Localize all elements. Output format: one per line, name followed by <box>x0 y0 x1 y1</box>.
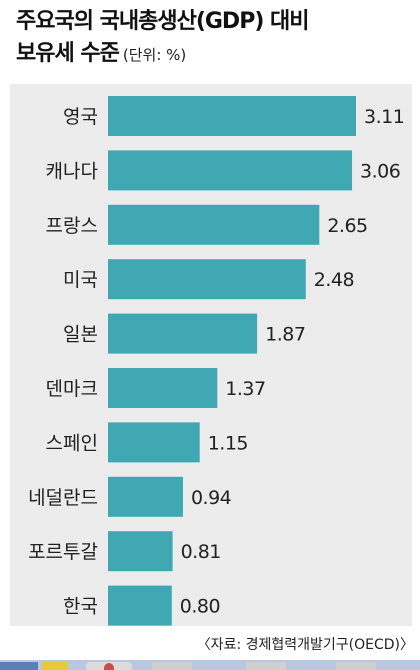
bar-chart: 영국 3.11 캐나다 3.06 프랑스 2.65 미국 2.48 일본 1.87 덴마크 1.37 스… <box>28 96 405 626</box>
bar <box>108 531 173 572</box>
taskbar-tab[interactable] <box>246 662 286 670</box>
bar <box>108 585 172 626</box>
category-label: 한국 <box>63 596 98 618</box>
category-label: 덴마크 <box>46 378 98 400</box>
value-label: 0.81 <box>181 541 221 563</box>
category-label: 포르투갈 <box>28 541 98 563</box>
chart-title-line-2: 보유세 수준 (단위: %) <box>16 38 416 71</box>
value-label: 1.15 <box>208 432 248 454</box>
category-label: 캐나다 <box>46 160 98 182</box>
chart-panel: 영국 3.11 캐나다 3.06 프랑스 2.65 미국 2.48 일본 1.87 덴마크 1.37 스… <box>10 84 412 626</box>
bar <box>108 422 200 463</box>
bar <box>108 368 218 408</box>
category-label: 일본 <box>63 324 98 346</box>
taskbar-strip <box>0 660 420 670</box>
bar <box>108 476 183 517</box>
app-icon[interactable] <box>104 663 114 670</box>
value-label: 0.94 <box>191 487 232 509</box>
taskbar-tab[interactable] <box>336 662 376 670</box>
chart-title-text-1: 주요국의 국내총생산(GDP) 대비 <box>16 9 310 34</box>
chart-source: 〈자료: 경제협력개발기구(OECD)〉 <box>196 637 414 653</box>
value-label: 1.37 <box>225 378 265 400</box>
bar <box>108 313 258 354</box>
value-label: 0.80 <box>180 596 220 618</box>
value-label: 1.87 <box>265 324 305 346</box>
category-label: 네덜란드 <box>28 487 98 509</box>
taskbar-tab[interactable] <box>152 662 192 670</box>
category-label: 영국 <box>63 106 98 128</box>
category-label: 미국 <box>63 269 98 291</box>
chart-title-line-1: 주요국의 국내총생산(GDP) 대비 <box>16 6 416 38</box>
category-label: 프랑스 <box>46 215 98 237</box>
value-label: 2.48 <box>314 269 354 291</box>
category-label: 스페인 <box>46 432 98 454</box>
folder-icon[interactable] <box>42 662 68 670</box>
bar <box>108 150 353 191</box>
start-button[interactable] <box>0 662 38 670</box>
value-label: 3.06 <box>360 160 400 182</box>
bar <box>108 259 306 300</box>
chart-unit: (단위: %) <box>122 46 187 64</box>
value-label: 3.11 <box>364 106 404 128</box>
value-label: 2.65 <box>327 215 367 237</box>
chart-title-text-2: 보유세 수준 <box>16 41 120 66</box>
bar <box>108 96 356 136</box>
chart-title-block: 주요국의 국내총생산(GDP) 대비 보유세 수준 (단위: %) <box>16 6 416 71</box>
bar <box>108 204 320 245</box>
